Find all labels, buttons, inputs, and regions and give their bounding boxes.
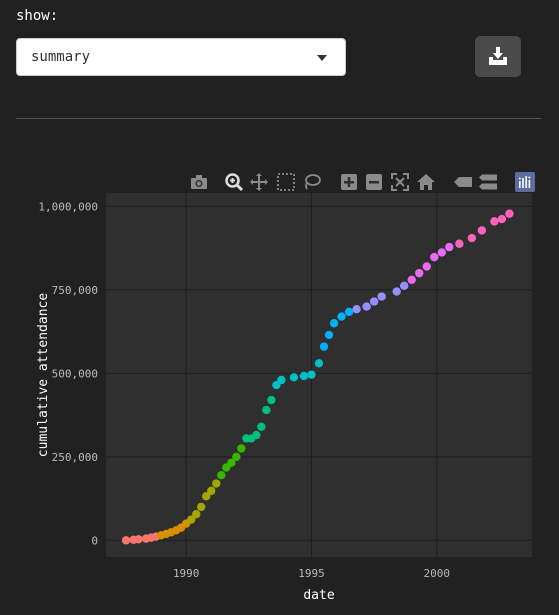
divider [16,118,541,119]
data-point[interactable] [227,458,236,468]
data-point[interactable] [467,233,477,243]
data-point[interactable] [262,405,271,415]
chevron-down-icon[interactable] [317,55,327,61]
camera-icon[interactable] [189,172,209,192]
data-point[interactable] [212,479,221,488]
data-point[interactable] [392,287,401,296]
data-point[interactable] [319,342,329,351]
data-point[interactable] [344,307,354,317]
data-point[interactable] [415,268,424,278]
x-tick-label: 1990 [173,567,200,580]
data-point[interactable] [490,217,499,226]
plot-area[interactable] [106,193,532,557]
hover-closest-icon[interactable] [453,172,473,192]
zoom-icon[interactable] [224,172,244,192]
data-point[interactable] [362,302,371,311]
x-tick-label: 1995 [298,567,325,580]
data-point[interactable] [237,444,246,453]
x-axis-title: date [303,588,334,603]
data-point[interactable] [445,242,454,252]
data-point[interactable] [407,275,416,285]
data-point[interactable] [329,319,339,328]
data-point[interactable] [324,330,334,340]
data-point[interactable] [497,214,507,224]
data-point[interactable] [232,452,241,462]
data-point[interactable] [202,492,211,501]
data-point[interactable] [252,430,261,440]
plot-modebar [0,172,559,192]
y-axis-title: cumulative attendance [36,293,51,458]
y-tick-label: 0 [91,534,98,547]
data-point[interactable] [369,297,379,306]
data-point[interactable] [422,262,431,271]
data-point[interactable] [299,371,309,381]
data-point[interactable] [352,305,361,314]
data-point[interactable] [121,536,131,545]
data-point[interactable] [307,370,316,379]
x-tick-label: 2000 [424,567,451,580]
scatter-series [121,209,514,545]
y-tick-label: 500,000 [52,367,98,380]
data-point[interactable] [289,373,299,382]
data-point[interactable] [314,359,324,368]
x-axis-ticks: 1990 1995 2000 [173,567,450,580]
data-point[interactable] [437,248,446,257]
select-value: summary [31,49,91,65]
data-point[interactable] [267,395,276,405]
plotly-logo-icon[interactable] [515,172,535,192]
data-point[interactable] [377,292,386,301]
reset-axes-icon[interactable] [416,172,436,192]
lasso-icon[interactable] [302,172,322,192]
y-axis-ticks: 0 250,000 500,000 750,000 1,000,000 [38,200,98,547]
data-point[interactable] [134,535,143,544]
data-point[interactable] [192,510,201,519]
data-point[interactable] [207,486,216,496]
data-point[interactable] [400,281,409,291]
y-tick-label: 1,000,000 [38,200,98,213]
zoom-in-icon[interactable] [339,172,359,192]
data-point[interactable] [257,422,266,431]
data-point[interactable] [217,470,226,480]
show-select[interactable]: summary [16,38,346,76]
data-point[interactable] [505,209,514,218]
download-icon [489,47,507,65]
zoom-out-icon[interactable] [364,172,384,192]
pan-icon[interactable] [249,172,269,192]
y-tick-label: 250,000 [52,451,98,464]
show-label: show: [16,8,59,24]
box-select-icon[interactable] [276,172,296,192]
download-button[interactable] [475,36,521,77]
data-point[interactable] [477,226,487,235]
data-point[interactable] [455,239,464,248]
data-point[interactable] [197,502,206,512]
autoscale-icon[interactable] [390,172,410,192]
data-point[interactable] [277,375,286,385]
data-point[interactable] [430,252,439,262]
hover-compare-icon[interactable] [478,172,498,192]
y-tick-label: 750,000 [52,284,98,297]
data-point[interactable] [337,312,346,321]
data-point[interactable] [187,515,196,524]
